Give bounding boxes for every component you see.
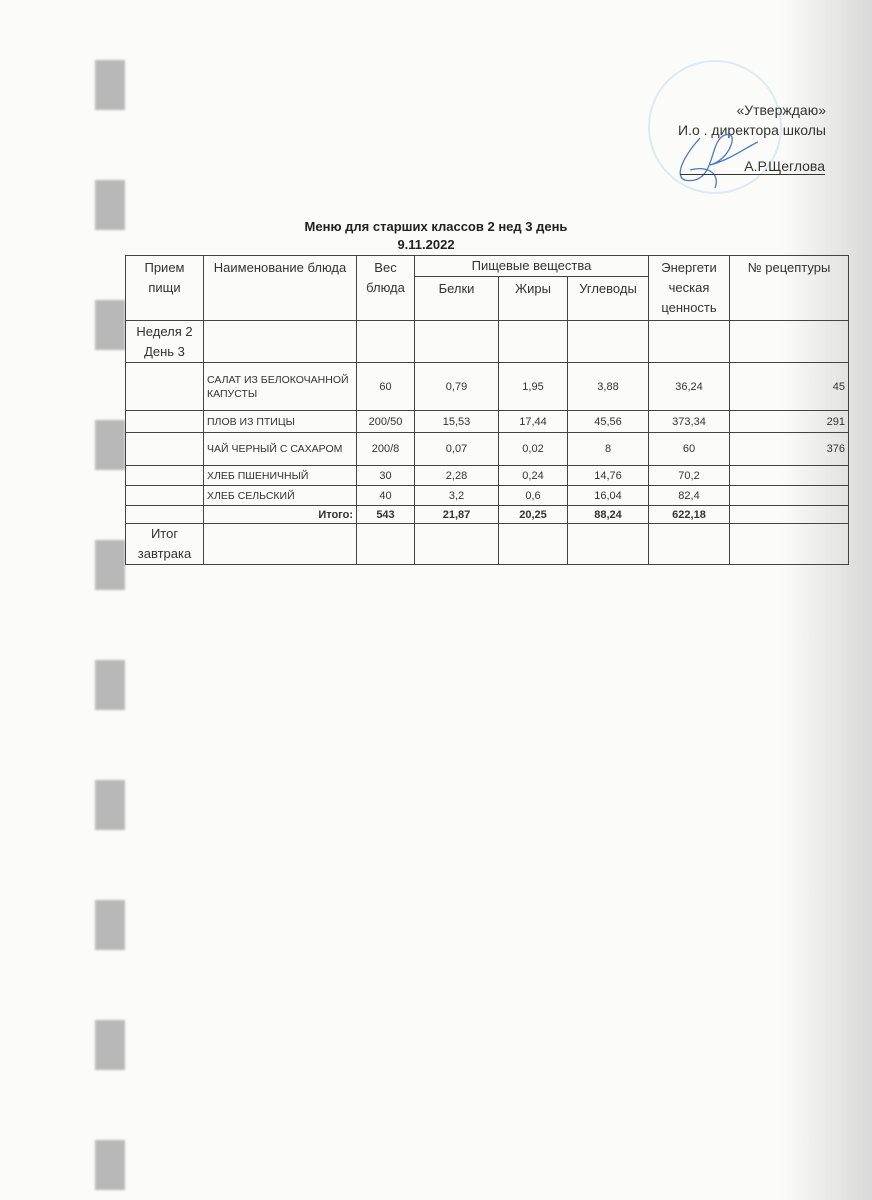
- dish-cell: ХЛЕБ СЕЛЬСКИЙ: [203, 485, 357, 506]
- carbs-cell: 14,76: [567, 465, 649, 486]
- fat-cell: 0,02: [498, 432, 568, 466]
- menu-date: 9.11.2022: [397, 237, 455, 252]
- header-dish: Наименование блюда: [203, 255, 357, 321]
- table-row: САЛАТ ИЗ БЕЛОКОЧАННОЙ КАПУСТЫ 60 0,79 1,95 3…: [125, 362, 849, 411]
- scan-edge-shadow: [95, 0, 125, 1200]
- meal-cell: [125, 465, 204, 486]
- meal-cell: [125, 362, 204, 411]
- header-carbs: Углеводы: [567, 276, 649, 321]
- fat-cell: 1,95: [498, 362, 568, 411]
- energy-cell: 36,24: [648, 362, 730, 411]
- header-recipe: № рецептуры: [729, 255, 849, 321]
- dish-cell: ЧАЙ ЧЕРНЫЙ С САХАРОМ: [203, 432, 357, 466]
- total-carbs: 88,24: [567, 505, 649, 524]
- week-day-row: Неделя 2 День 3: [125, 320, 849, 363]
- fat-cell: 17,44: [498, 410, 568, 433]
- meal-cell: [125, 432, 204, 466]
- dish-cell: ПЛОВ ИЗ ПТИЦЫ: [203, 410, 357, 433]
- dish-cell: ХЛЕБ ПШЕНИЧНЫЙ: [203, 465, 357, 486]
- protein-cell: 3,2: [414, 485, 499, 506]
- carbs-cell: 3,88: [567, 362, 649, 411]
- header-protein: Белки: [414, 276, 499, 321]
- header-energy: Энергети ческая ценность: [648, 255, 730, 321]
- total-weight: 543: [356, 505, 415, 524]
- table-row: ХЛЕБ ПШЕНИЧНЫЙ 30 2,28 0,24 14,76 70,2: [125, 465, 849, 486]
- week-day: Неделя 2 День 3: [125, 320, 204, 363]
- weight-cell: 60: [356, 362, 415, 411]
- carbs-cell: 16,04: [567, 485, 649, 506]
- weight-cell: 40: [356, 485, 415, 506]
- total-label: Итого:: [203, 505, 357, 524]
- header-row: Прием пищи Наименование блюда Вес блюда …: [125, 255, 849, 321]
- energy-cell: 70,2: [648, 465, 730, 486]
- approval-block: «Утверждаю» И.о . директора школы: [678, 100, 826, 140]
- meal-cell: [125, 485, 204, 506]
- page-title: Меню для старших классов 2 нед 3 день: [304, 219, 568, 234]
- table-row: ЧАЙ ЧЕРНЫЙ С САХАРОМ 200/8 0,07 0,02 8 60 376: [125, 432, 849, 466]
- recipe-cell: [729, 465, 849, 486]
- protein-cell: 0,79: [414, 362, 499, 411]
- approval-heading: «Утверждаю»: [736, 102, 826, 118]
- carbs-cell: 8: [567, 432, 649, 466]
- fat-cell: 0,24: [498, 465, 568, 486]
- protein-cell: 0,07: [414, 432, 499, 466]
- dish-cell: САЛАТ ИЗ БЕЛОКОЧАННОЙ КАПУСТЫ: [203, 362, 357, 411]
- protein-cell: 2,28: [414, 465, 499, 486]
- recipe-cell: [729, 485, 849, 506]
- approval-position: И.о . директора школы: [678, 122, 826, 138]
- stamp-seal: [648, 60, 782, 194]
- recipe-cell: 376: [729, 432, 849, 466]
- total-energy: 622,18: [648, 505, 730, 524]
- header-weight: Вес блюда: [356, 255, 415, 321]
- table-row: ХЛЕБ СЕЛЬСКИЙ 40 3,2 0,6 16,04 82,4: [125, 485, 849, 506]
- energy-cell: 82,4: [648, 485, 730, 506]
- signer-name: А.Р.Щеглова: [680, 158, 825, 175]
- weight-cell: 200/50: [356, 410, 415, 433]
- energy-cell: 373,34: [648, 410, 730, 433]
- protein-cell: 15,53: [414, 410, 499, 433]
- weight-cell: 30: [356, 465, 415, 486]
- total-row: Итого: 543 21,87 20,25 88,24 622,18: [125, 505, 849, 524]
- recipe-cell: 291: [729, 410, 849, 433]
- meal-cell: [125, 410, 204, 433]
- menu-table: Прием пищи Наименование блюда Вес блюда …: [125, 255, 849, 565]
- total-protein: 21,87: [414, 505, 499, 524]
- carbs-cell: 45,56: [567, 410, 649, 433]
- breakfast-total-label: Итог завтрака: [125, 523, 204, 565]
- recipe-cell: 45: [729, 362, 849, 411]
- header-fat: Жиры: [498, 276, 568, 321]
- header-nutrients: Пищевые вещества: [414, 255, 649, 277]
- breakfast-total-row: Итог завтрака: [125, 523, 849, 565]
- fat-cell: 0,6: [498, 485, 568, 506]
- total-fat: 20,25: [498, 505, 568, 524]
- header-meal: Прием пищи: [125, 255, 204, 321]
- weight-cell: 200/8: [356, 432, 415, 466]
- energy-cell: 60: [648, 432, 730, 466]
- scan-noise: [782, 0, 872, 1200]
- table-row: ПЛОВ ИЗ ПТИЦЫ 200/50 15,53 17,44 45,56 373,34…: [125, 410, 849, 433]
